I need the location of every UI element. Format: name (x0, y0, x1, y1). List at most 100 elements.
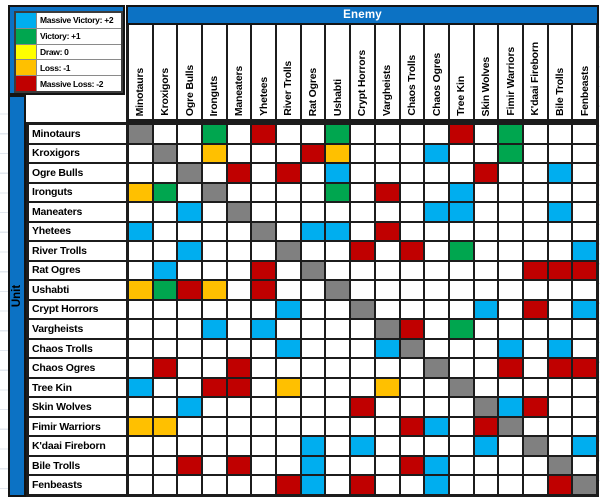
matchup-cell[interactable] (129, 281, 152, 299)
column-header[interactable]: Kroxigors (153, 25, 177, 119)
matchup-cell[interactable] (499, 417, 522, 436)
matchup-cell[interactable] (252, 261, 276, 280)
matchup-cell[interactable] (252, 281, 276, 299)
matchup-cell[interactable] (573, 417, 596, 436)
matchup-cell[interactable] (301, 437, 325, 455)
matchup-cell[interactable] (227, 281, 251, 299)
matchup-cell[interactable] (449, 125, 473, 143)
matchup-cell[interactable] (548, 437, 572, 455)
matchup-cell[interactable] (252, 125, 276, 143)
matchup-cell[interactable] (474, 183, 498, 202)
matchup-cell[interactable] (129, 203, 152, 221)
matchup-cell[interactable] (375, 261, 399, 280)
matchup-cell[interactable] (400, 222, 424, 241)
matchup-cell[interactable] (499, 261, 522, 280)
matchup-cell[interactable] (548, 261, 572, 280)
matchup-cell[interactable] (425, 437, 448, 455)
matchup-cell[interactable] (326, 144, 350, 163)
matchup-cell[interactable] (129, 222, 152, 241)
matchup-cell[interactable] (548, 359, 572, 377)
matchup-cell[interactable] (573, 144, 596, 163)
matchup-cell[interactable] (375, 125, 399, 143)
matchup-cell[interactable] (326, 339, 350, 358)
matchup-cell[interactable] (449, 398, 473, 416)
matchup-cell[interactable] (499, 125, 522, 143)
matchup-cell[interactable] (351, 437, 374, 455)
matchup-cell[interactable] (227, 300, 251, 319)
matchup-cell[interactable] (252, 242, 276, 260)
matchup-cell[interactable] (129, 417, 152, 436)
matchup-cell[interactable] (548, 456, 572, 475)
matchup-cell[interactable] (351, 203, 374, 221)
column-header[interactable]: Chaos Ogres (425, 25, 448, 119)
matchup-cell[interactable] (178, 417, 202, 436)
matchup-cell[interactable] (351, 339, 374, 358)
matchup-cell[interactable] (301, 378, 325, 397)
matchup-cell[interactable] (326, 456, 350, 475)
matchup-cell[interactable] (203, 437, 226, 455)
row-header[interactable]: Chaos Ogres (29, 359, 126, 377)
matchup-cell[interactable] (227, 359, 251, 377)
matchup-cell[interactable] (129, 320, 152, 338)
matchup-cell[interactable] (178, 242, 202, 260)
matchup-cell[interactable] (375, 281, 399, 299)
matchup-cell[interactable] (573, 164, 596, 182)
matchup-cell[interactable] (449, 183, 473, 202)
column-header[interactable]: Skin Wolves (474, 25, 498, 119)
matchup-cell[interactable] (326, 320, 350, 338)
matchup-cell[interactable] (153, 300, 177, 319)
matchup-cell[interactable] (400, 320, 424, 338)
matchup-cell[interactable] (178, 164, 202, 182)
matchup-cell[interactable] (474, 144, 498, 163)
matchup-cell[interactable] (129, 125, 152, 143)
matchup-cell[interactable] (400, 476, 424, 494)
column-header[interactable]: Yhetees (252, 25, 276, 119)
matchup-cell[interactable] (252, 203, 276, 221)
matchup-cell[interactable] (326, 378, 350, 397)
matchup-cell[interactable] (573, 320, 596, 338)
matchup-cell[interactable] (129, 242, 152, 260)
matchup-cell[interactable] (548, 476, 572, 494)
matchup-cell[interactable] (523, 164, 547, 182)
matchup-cell[interactable] (301, 125, 325, 143)
matchup-cell[interactable] (548, 300, 572, 319)
matchup-cell[interactable] (548, 378, 572, 397)
matchup-cell[interactable] (351, 476, 374, 494)
row-header[interactable]: River Trolls (29, 242, 126, 260)
matchup-cell[interactable] (326, 183, 350, 202)
matchup-cell[interactable] (573, 300, 596, 319)
matchup-cell[interactable] (499, 476, 522, 494)
matchup-cell[interactable] (203, 203, 226, 221)
matchup-cell[interactable] (277, 144, 300, 163)
matchup-cell[interactable] (203, 144, 226, 163)
row-header[interactable]: Minotaurs (29, 125, 126, 143)
matchup-cell[interactable] (203, 300, 226, 319)
matchup-cell[interactable] (548, 398, 572, 416)
matchup-cell[interactable] (375, 398, 399, 416)
matchup-cell[interactable] (227, 144, 251, 163)
row-header[interactable]: Skin Wolves (29, 398, 126, 416)
matchup-cell[interactable] (573, 456, 596, 475)
matchup-cell[interactable] (203, 476, 226, 494)
matchup-cell[interactable] (375, 300, 399, 319)
matchup-cell[interactable] (449, 222, 473, 241)
matchup-cell[interactable] (277, 261, 300, 280)
matchup-cell[interactable] (301, 183, 325, 202)
matchup-cell[interactable] (523, 183, 547, 202)
matchup-cell[interactable] (523, 261, 547, 280)
matchup-cell[interactable] (375, 456, 399, 475)
matchup-cell[interactable] (326, 281, 350, 299)
matchup-cell[interactable] (400, 203, 424, 221)
matchup-cell[interactable] (375, 242, 399, 260)
matchup-cell[interactable] (178, 476, 202, 494)
matchup-cell[interactable] (351, 281, 374, 299)
row-header[interactable]: Chaos Trolls (29, 339, 126, 358)
matchup-cell[interactable] (449, 476, 473, 494)
matchup-cell[interactable] (425, 398, 448, 416)
matchup-cell[interactable] (375, 359, 399, 377)
matchup-cell[interactable] (129, 339, 152, 358)
matchup-cell[interactable] (252, 417, 276, 436)
matchup-cell[interactable] (153, 222, 177, 241)
matchup-cell[interactable] (227, 164, 251, 182)
matchup-cell[interactable] (400, 300, 424, 319)
